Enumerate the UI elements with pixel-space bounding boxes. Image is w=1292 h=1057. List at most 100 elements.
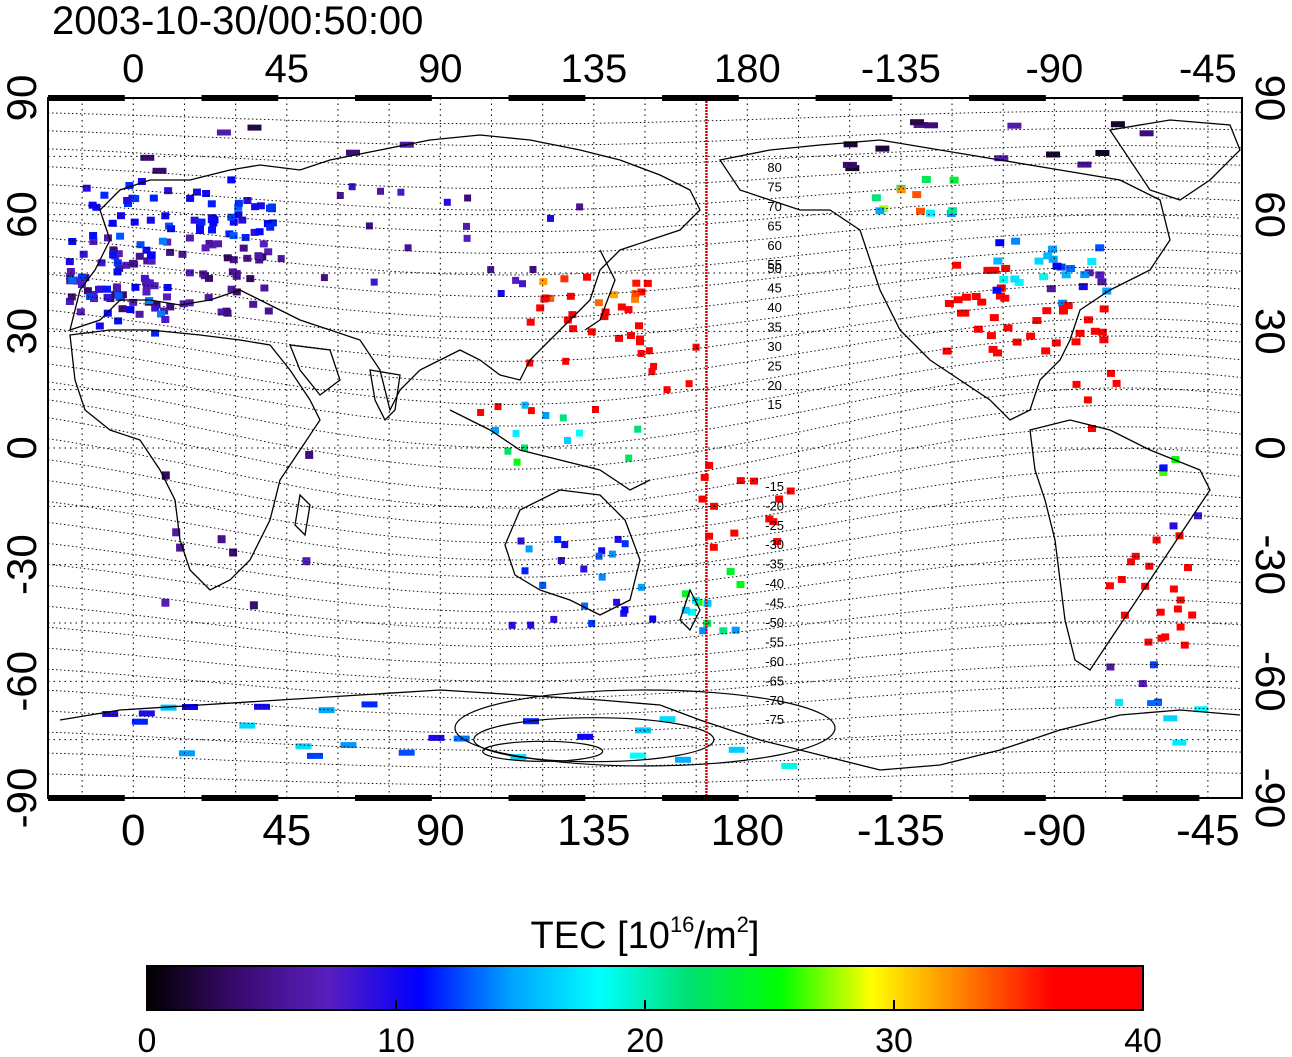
tec-pixel [254,252,263,260]
tec-pixel [295,743,312,750]
tec-pixel [580,565,588,573]
tec-pixel [594,299,603,307]
tec-pixel [992,286,1002,294]
tec-pixel [95,322,104,330]
tec-pixel [675,756,691,763]
tec-pixel [1184,564,1192,572]
tec-pixel [521,401,529,409]
tec-pixel [1078,283,1088,291]
tec-pixel [146,251,155,259]
tec-pixel [122,261,131,269]
tec-pixel [227,213,236,221]
colorbar-ticks: 0 10 20 30 40 [138,1000,1162,1057]
tec-pixel [557,557,565,564]
tec-pixel [775,495,784,503]
tec-pixel [595,552,603,560]
tec-pixel [370,278,378,286]
tec-pixel [990,266,1000,274]
tec-pixel [1046,151,1060,158]
tec-pixel [149,194,158,202]
tec-pixel [136,241,145,249]
tec-pixel [166,303,175,311]
colorbar-tick-label: 20 [626,1022,664,1057]
tec-pixel [625,454,633,462]
mlat-contour [48,179,1242,211]
tec-pixel [209,219,218,227]
tec-pixel [539,581,547,589]
tec-pixel [632,279,641,287]
tec-pixel [539,278,548,286]
tec-pixel [1012,338,1022,346]
tec-pixel [560,275,569,283]
tec-pixel [123,197,132,204]
tec-pixel [688,608,696,616]
tec-pixel [1052,262,1062,270]
tec-pixel [536,304,545,312]
tec-pixel [1157,634,1166,642]
tec-pixel [178,750,195,757]
australia-outline [504,489,641,616]
tec-pixel [216,129,231,136]
colorbar-tick-label: 0 [138,1022,157,1057]
mlat-contour [48,283,1242,341]
tec-pixel [157,310,165,318]
tec-pixel [477,409,485,416]
mlat-contour [48,162,1242,190]
tec-pixel [1083,396,1092,404]
tec-pixel [1194,512,1202,520]
tec-pixel [1194,706,1209,713]
tec-pixel [1172,739,1187,746]
tec-pixel [1090,327,1100,335]
lon-tick-top: 135 [560,47,627,91]
tec-pixel [234,199,243,207]
axis-bar [201,795,279,801]
tec-pixel [336,192,344,199]
tec-pixel [519,280,526,288]
mlat-contour-solid [482,740,604,762]
tec-pixel [443,198,451,206]
axis-bar [1122,95,1200,101]
mlat-label: -45 [765,596,784,611]
tec-pixel [65,258,74,266]
lon-tick-bottom: 0 [121,806,145,855]
tec-pixel [916,207,925,215]
tec-pixel [229,218,238,226]
lon-tick-top: -135 [861,47,941,91]
tec-pixel [547,214,554,222]
tec-pixel [559,414,567,422]
tec-pixel [629,752,646,759]
tec-pixel [463,222,470,230]
tec-pixel [705,461,714,469]
tec-pixel [1112,379,1121,387]
tec-pixel [161,598,170,607]
tec-pixel [550,615,558,623]
lat-tick-right: -90 [1247,768,1292,829]
tec-pixel [266,204,274,212]
tec-pixel [1034,257,1044,265]
tec-pixel [142,246,151,254]
tec-pixel [143,257,152,265]
tec-pixel [117,212,125,220]
tec-pixel [190,216,199,224]
tec-pixel [249,300,258,308]
mlat-contour [48,620,1242,665]
tec-pixel [705,532,714,540]
tec-pixel [138,710,155,717]
tec-pixel [637,349,645,357]
mlat-label: -20 [765,498,784,513]
tec-pixel [961,293,971,301]
tec-pixel [140,274,149,282]
tec-pixel [521,444,528,452]
lon-tick-bottom: -45 [1176,806,1240,855]
tec-pixel [1010,275,1020,283]
tec-pixel [681,606,690,614]
tec-pixel [1159,469,1168,476]
mlat-label: 40 [767,300,781,315]
mlat-label: 15 [767,397,781,412]
madagascar-outline [294,493,311,537]
tec-pixel [113,285,122,293]
tec-pixel [989,314,999,322]
mlat-label: -40 [765,576,784,591]
tec-pixel [527,407,535,415]
